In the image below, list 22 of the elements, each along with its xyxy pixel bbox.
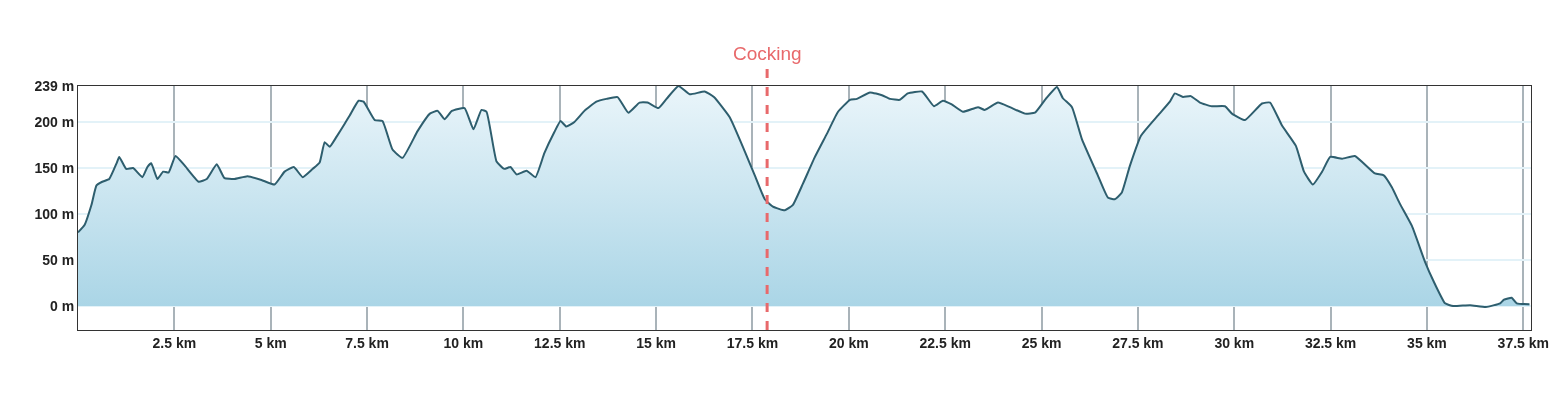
x-tick-label: 2.5 km xyxy=(152,334,197,351)
x-tick-label: 10 km xyxy=(443,334,484,351)
ref-line-label: Cocking xyxy=(733,43,802,64)
x-tick-label: 22.5 km xyxy=(919,334,971,351)
x-tick-label: 17.5 km xyxy=(726,334,779,351)
x-tick-label: 20 km xyxy=(828,334,869,351)
x-tick-label: 27.5 km xyxy=(1112,334,1164,351)
y-tick-label: 239 m xyxy=(34,77,75,94)
y-tick-label: 200 m xyxy=(34,113,75,130)
y-tick-label: 0 m xyxy=(50,297,75,314)
x-tick-label: 30 km xyxy=(1214,334,1255,351)
x-tick-label: 5 km xyxy=(254,334,287,351)
x-tick-label: 7.5 km xyxy=(345,334,389,351)
y-tick-label: 50 m xyxy=(42,251,75,268)
y-tick-label: 150 m xyxy=(34,159,75,176)
y-tick-label: 100 m xyxy=(34,205,75,222)
x-tick-label: 15 km xyxy=(636,334,676,351)
x-tick-label: 32.5 km xyxy=(1304,334,1357,351)
x-tick-label: 25 km xyxy=(1021,334,1062,351)
x-tick-label: 37.5 km xyxy=(1497,334,1549,351)
x-tick-label: 12.5 km xyxy=(534,334,586,351)
x-tick-label: 35 km xyxy=(1407,334,1447,351)
